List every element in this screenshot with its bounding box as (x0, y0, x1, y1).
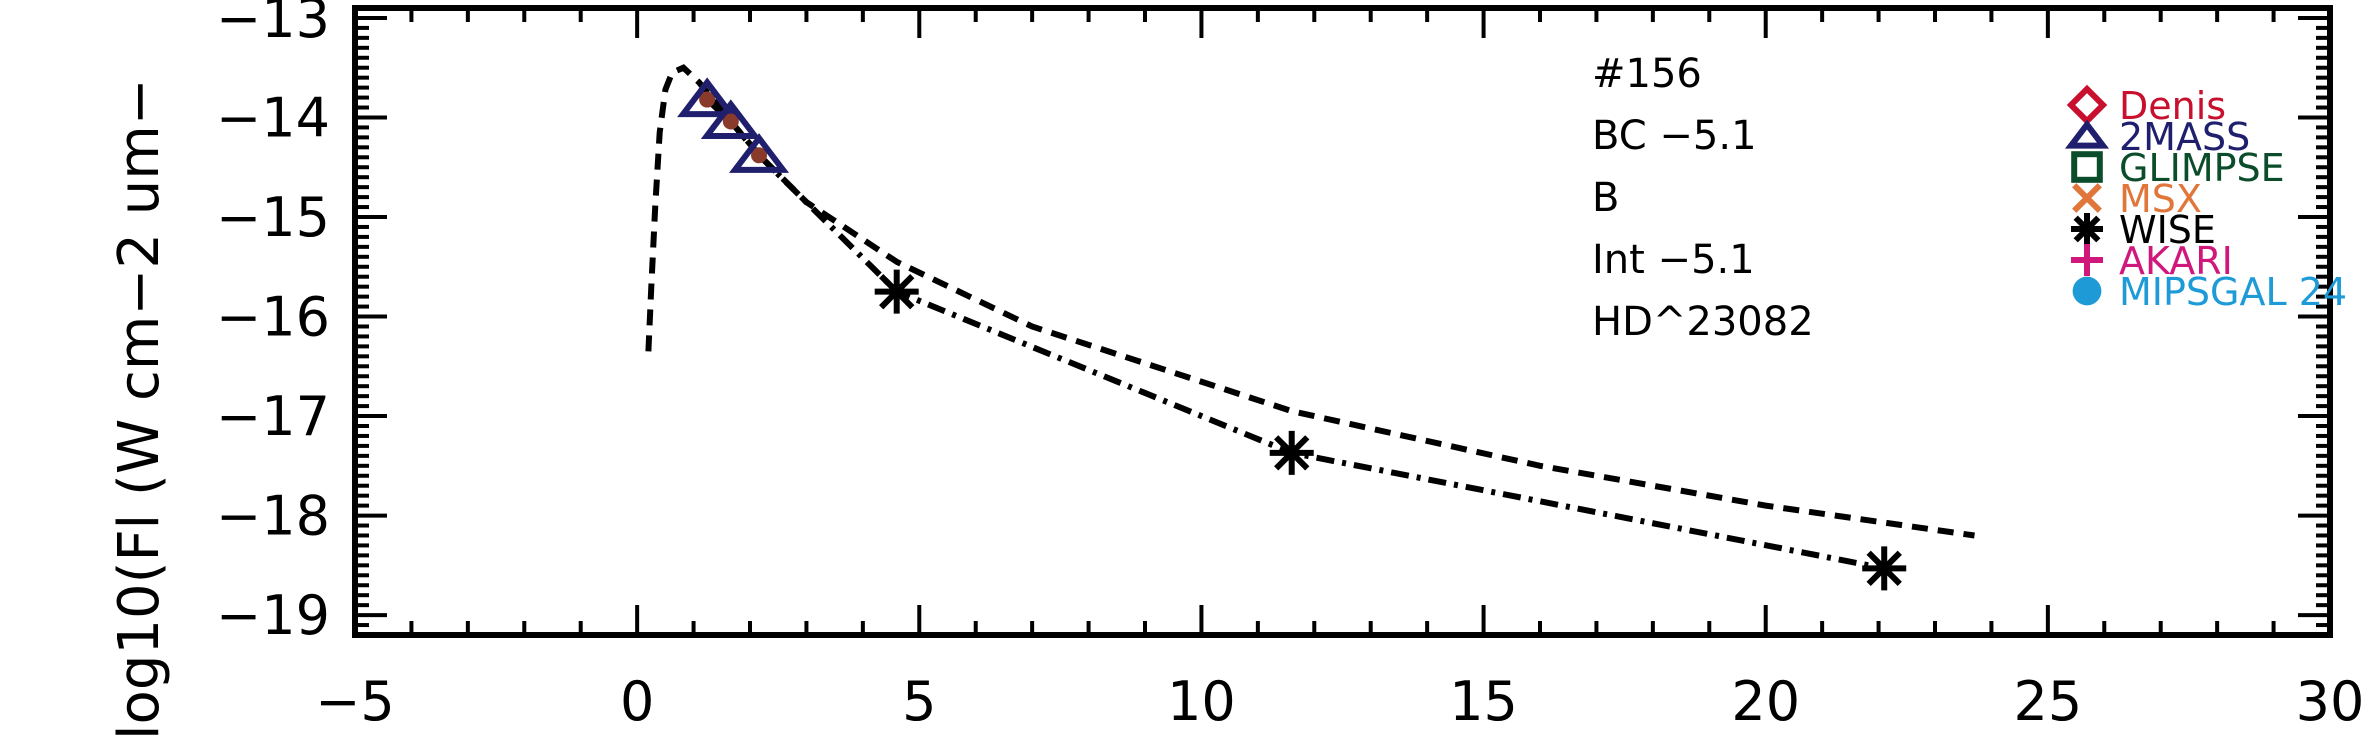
annotation-line: B (1592, 175, 1619, 221)
measured-flux-dot (699, 91, 716, 108)
wise-point (874, 269, 919, 314)
annotation-line: #156 (1592, 51, 1702, 97)
x-tick-label: 0 (620, 670, 654, 733)
2mass-point (700, 99, 761, 139)
2mass-point (677, 77, 738, 118)
wise-point (1269, 430, 1314, 475)
legend-marker-msx (2072, 183, 2102, 213)
y-tick-labels: −13 −14 −15 −16 −17 −18 −19 (216, 0, 330, 647)
plot-frame (352, 5, 2333, 638)
legend-label: Denis (2119, 84, 2226, 128)
model-curve-dashed (645, 64, 1975, 539)
x-tick-label: 15 (1449, 670, 1518, 733)
x-tick-label: 25 (2013, 670, 2082, 733)
legend-marker-denis (2066, 84, 2108, 126)
x-tick-label: 10 (1167, 670, 1236, 733)
annotation-line: HD^23082 (1592, 299, 1814, 345)
legend-marker-akari (2071, 244, 2103, 276)
y-tick-label: −16 (216, 286, 330, 349)
legend-label: AKARI (2119, 239, 2233, 283)
x-tick-label: −5 (315, 670, 395, 733)
legend-label: WISE (2119, 208, 2216, 252)
y-tick-label: −13 (216, 0, 330, 50)
2mass-point (728, 133, 790, 173)
legend-label: MSX (2119, 177, 2202, 221)
measured-flux-dot (722, 113, 739, 130)
y-tick-label: −15 (216, 186, 330, 249)
measured-flux-dot (751, 147, 768, 164)
legend-marker-wise (2071, 213, 2103, 245)
x-tick-label: 30 (2296, 670, 2361, 733)
legend-marker-mipsgal-24 (2072, 276, 2102, 306)
data-points (677, 77, 1907, 591)
legend-label: 2MASS (2119, 115, 2250, 159)
legend-label: MIPSGAL 24 (2119, 270, 2347, 314)
annotation-block: #156 BC −5.1 B Int −5.1 HD^23082 (1592, 51, 1814, 345)
legend-marker-glimpse (2071, 151, 2103, 183)
wise-point (1862, 546, 1907, 591)
legend-marker-2mass (2064, 119, 2110, 149)
x-tick-labels: −5 0 5 10 15 20 25 30 (315, 670, 2361, 733)
y-tick-label: −17 (216, 385, 330, 448)
legend-label: GLIMPSE (2119, 146, 2285, 190)
tick-marks (353, 6, 2332, 637)
y-tick-label: −14 (216, 86, 330, 149)
x-tick-label: 20 (1731, 670, 1800, 733)
y-axis-label: log10(Fl (W cm−2 um− (107, 78, 172, 740)
x-tick-label: 5 (902, 670, 936, 733)
y-tick-label: −19 (216, 584, 330, 647)
annotation-line: BC −5.1 (1592, 113, 1757, 159)
y-tick-label: −18 (216, 485, 330, 548)
annotation-line: Int −5.1 (1592, 237, 1755, 283)
plot-axes (352, 5, 2333, 638)
